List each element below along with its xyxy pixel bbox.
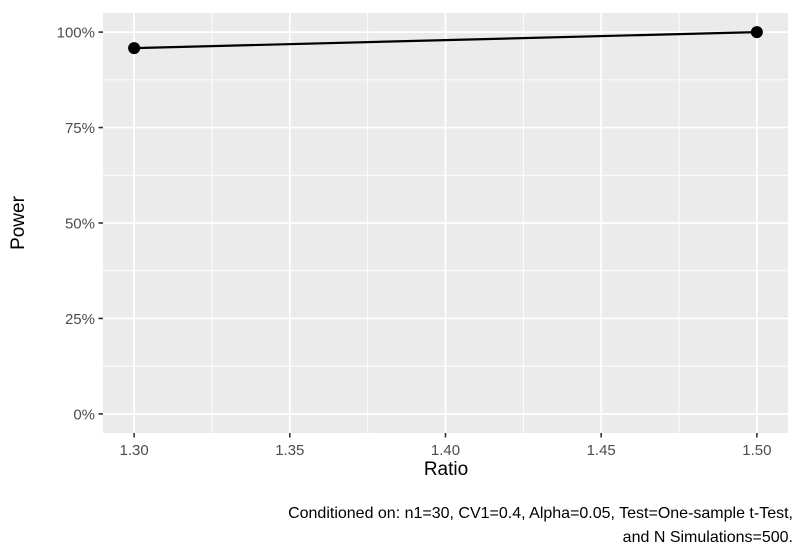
y-tick-label: 25%: [65, 311, 95, 328]
y-tick-label: 0%: [73, 406, 95, 423]
chart-caption: Conditioned on: n1=30, CV1=0.4, Alpha=0.…: [288, 502, 793, 550]
y-tick-label: 50%: [65, 216, 95, 233]
caption-line-2: and N Simulations=500.: [622, 529, 793, 546]
x-tick-label: 1.35: [275, 442, 304, 459]
x-tick-label: 1.45: [587, 442, 616, 459]
caption-line-1: Conditioned on: n1=30, CV1=0.4, Alpha=0.…: [288, 505, 793, 522]
x-axis-title: Ratio: [423, 459, 469, 480]
y-tick-label: 100%: [57, 25, 95, 42]
y-tick-label: 75%: [65, 120, 95, 137]
data-point: [128, 42, 141, 55]
series-line: [134, 30, 757, 50]
x-tick-label: 1.50: [742, 442, 771, 459]
y-axis-title: Power: [8, 196, 29, 250]
x-tick-label: 1.30: [120, 442, 149, 459]
data-point: [750, 26, 763, 39]
x-tick-label: 1.40: [431, 442, 460, 459]
